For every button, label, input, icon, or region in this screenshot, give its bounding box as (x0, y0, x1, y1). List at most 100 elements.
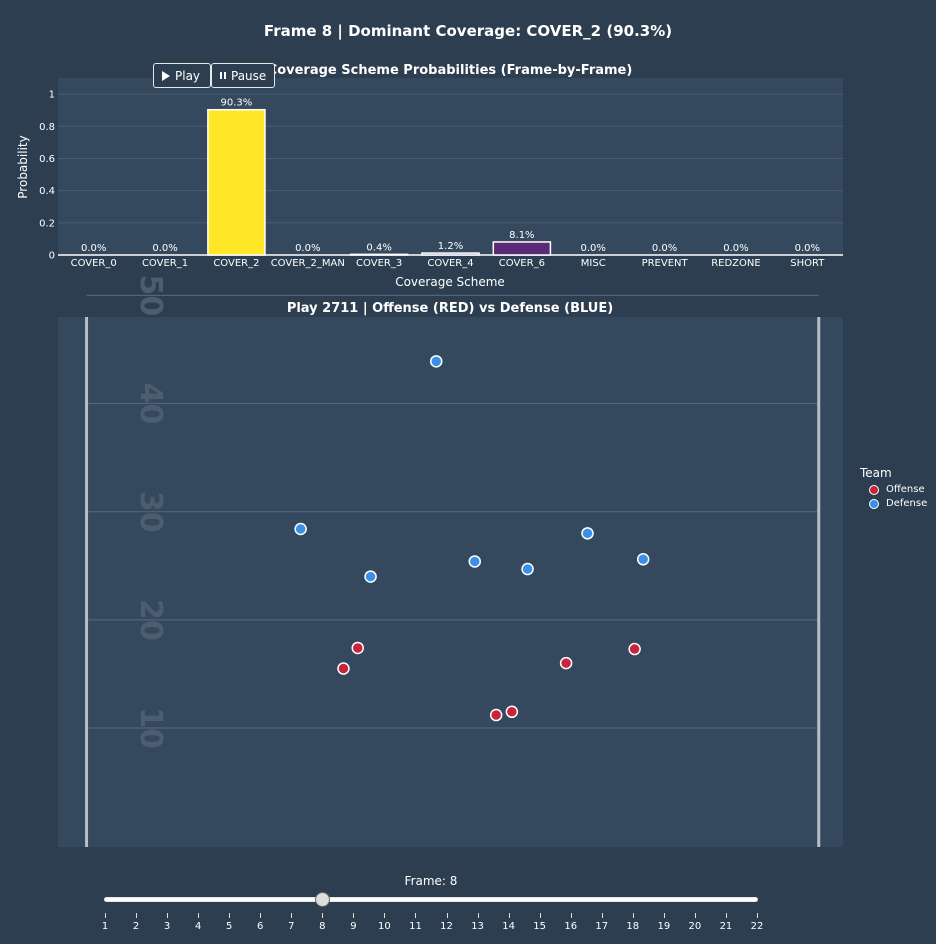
slider-tick (353, 913, 355, 918)
legend-label-defense: Defense (886, 498, 928, 509)
slider-tick-label: 13 (471, 921, 484, 932)
slider-tick-label: 8 (319, 921, 326, 932)
pause-icon (220, 72, 226, 79)
offense-marker-icon (869, 484, 879, 495)
defense-marker-icon (869, 498, 879, 509)
slider-tick (539, 913, 541, 918)
x-tick-label: COVER_0 (71, 258, 117, 269)
offense-player-marker (337, 662, 350, 675)
bar-value-label: 0.0% (652, 243, 677, 254)
slider-tick (694, 913, 696, 918)
slider-tick-label: 20 (688, 921, 702, 932)
legend-item-offense[interactable]: Offense (860, 484, 927, 495)
bar-value-label: 90.3% (221, 98, 253, 109)
slider-current-label: Frame: 8 (404, 874, 458, 888)
legend: Team Offense Defense (860, 466, 927, 512)
x-tick-label: COVER_2_MAN (271, 258, 345, 269)
slider-tick-label: 1 (101, 921, 109, 932)
offense-player-marker (489, 708, 503, 722)
slider-tick (663, 913, 665, 918)
play-button[interactable]: Play (153, 63, 211, 88)
slider-tick (167, 913, 169, 918)
x-tick-label: COVER_2 (213, 258, 259, 269)
slider-tick (136, 913, 138, 918)
slider-tick (757, 913, 758, 918)
slider-tick-label: 18 (626, 921, 640, 932)
slider-tick (198, 913, 200, 918)
legend-label-offense: Offense (886, 484, 925, 495)
legend-item-defense[interactable]: Defense (860, 498, 927, 509)
defense-player-marker (364, 570, 377, 583)
slider-tick-label: 19 (657, 921, 671, 932)
defense-player-marker (581, 527, 594, 540)
x-tick-label: MISC (581, 258, 606, 269)
bar-value-label: 0.0% (581, 243, 606, 254)
bar-value-label: 0.0% (795, 243, 820, 254)
pause-label: Pause (231, 68, 267, 83)
defense-player-marker (294, 522, 307, 536)
yard-number-label: 30 (133, 491, 168, 533)
bar-value-label: 0.0% (81, 243, 106, 254)
offense-player-marker (559, 656, 573, 670)
bar-cover_2 (207, 108, 266, 256)
slider-tick-label: 16 (564, 921, 578, 932)
y-tick-label: 0.8 (39, 122, 55, 133)
offense-player-marker (505, 705, 519, 719)
pause-button[interactable]: Pause (211, 63, 275, 88)
frame-slider-track[interactable] (104, 897, 758, 902)
x-tick-label: REDZONE (711, 258, 761, 269)
bar-cover_3 (349, 253, 409, 256)
bar-cover_4 (421, 252, 480, 256)
slider-tick (260, 913, 262, 918)
yard-number-label: 20 (133, 599, 168, 641)
x-tick-label: SHORT (790, 258, 825, 269)
bar-x-axis-title: Coverage Scheme (395, 275, 505, 289)
slider-tick-label: 22 (750, 921, 764, 932)
bar-value-label: 0.4% (366, 242, 391, 253)
slider-tick (632, 913, 634, 918)
slider-tick-label: 6 (257, 921, 264, 932)
x-tick-label: COVER_1 (142, 258, 188, 269)
bar-plot-area (58, 78, 843, 255)
y-tick-label: 1 (49, 90, 55, 101)
slider-tick-label: 5 (226, 921, 233, 932)
slider-tick-label: 11 (409, 921, 422, 932)
slider-tick-label: 4 (194, 921, 202, 932)
bar-value-label: 1.2% (438, 241, 463, 252)
bar-value-label: 8.1% (509, 230, 534, 241)
y-tick-label: 0 (49, 251, 55, 262)
slider-tick (446, 913, 448, 918)
slider-tick-label: 10 (378, 921, 391, 932)
defense-player-marker (468, 555, 482, 568)
slider-tick (477, 913, 479, 918)
frame-slider-handle[interactable] (314, 892, 330, 907)
defense-player-marker (429, 355, 443, 368)
slider-tick-label: 17 (595, 921, 609, 932)
play-label: Play (175, 68, 201, 83)
bar-cover_6 (492, 241, 552, 256)
slider-tick-label: 12 (440, 921, 453, 932)
slider-tick-label: 14 (502, 921, 515, 932)
bar-y-axis-title: Probability (16, 135, 30, 198)
y-tick-label: 0.2 (39, 218, 55, 229)
slider-tick-label: 15 (533, 921, 547, 932)
defense-player-marker (636, 553, 650, 566)
x-tick-label: COVER_4 (427, 258, 473, 269)
y-tick-label: 0.6 (39, 154, 55, 165)
offense-player-marker (628, 642, 641, 656)
slider-tick (229, 913, 231, 918)
slider-tick-label: 3 (163, 921, 171, 932)
slider-tick (415, 913, 417, 918)
slider-tick (725, 913, 727, 918)
slider-tick (291, 913, 293, 918)
slider-tick-label: 21 (719, 921, 733, 932)
bar-value-label: 0.0% (295, 243, 320, 254)
slider-tick-label: 2 (132, 921, 140, 932)
field-plot-area (58, 317, 843, 847)
field-chart-title: Play 2711 | Offense (RED) vs Defense (BL… (287, 301, 613, 316)
bar-chart-title: Coverage Scheme Probabilities (Frame-by-… (268, 63, 633, 78)
y-tick-label: 0.4 (39, 186, 55, 197)
slider-tick (601, 913, 603, 918)
slider-tick-label: 9 (350, 921, 357, 932)
